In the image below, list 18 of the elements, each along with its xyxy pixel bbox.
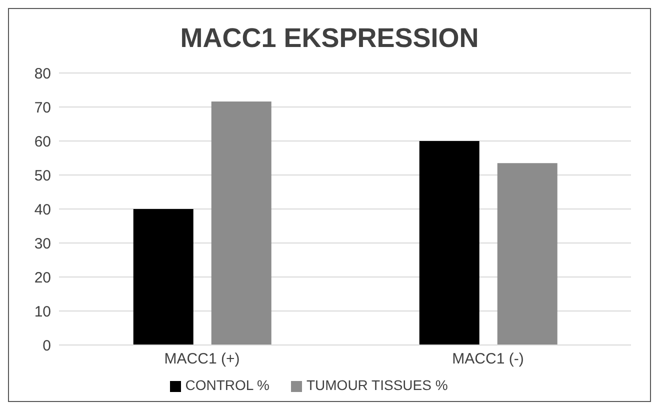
y-tick-label: 80 xyxy=(34,65,51,82)
y-tick-label: 60 xyxy=(34,133,51,150)
y-tick-label: 40 xyxy=(34,201,51,218)
y-tick-label: 30 xyxy=(34,235,51,252)
y-tick-label: 0 xyxy=(42,337,51,354)
legend-label: TUMOUR TISSUES % xyxy=(306,377,448,393)
x-tick-label: MACC1 (+) xyxy=(164,350,240,368)
legend-label: CONTROL % xyxy=(185,377,270,393)
bar xyxy=(211,102,272,345)
chart-title: MACC1 EKSPRESSION xyxy=(179,23,480,55)
bar xyxy=(133,209,194,345)
y-tick-label: 50 xyxy=(34,167,51,184)
y-tick-label: 10 xyxy=(34,303,51,320)
bar xyxy=(419,141,480,345)
bar xyxy=(497,163,558,345)
y-tick-label: 70 xyxy=(34,99,51,116)
x-tick-label: MACC1 (-) xyxy=(452,350,524,368)
y-tick-label: 20 xyxy=(34,269,51,286)
